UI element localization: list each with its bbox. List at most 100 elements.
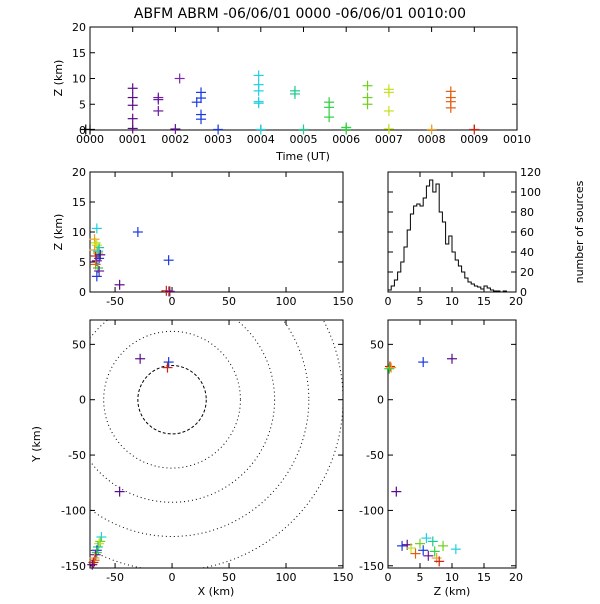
source-marker: [383, 105, 394, 116]
source-marker: [421, 533, 432, 544]
x-height-ylabel: Z (km): [52, 214, 65, 251]
source-marker: [427, 536, 438, 547]
x-tick-label: 50: [222, 571, 236, 584]
y-tick-label: -50: [68, 449, 86, 462]
y-tick-label: 0: [79, 286, 86, 299]
source-marker: [362, 80, 373, 91]
y-tick-label: 50: [72, 338, 86, 351]
source-marker: [406, 543, 417, 554]
x-tick-label: 15: [477, 571, 491, 584]
source-marker: [94, 266, 105, 276]
source-marker: [127, 123, 138, 134]
x-tick-label: 0001: [119, 133, 147, 146]
source-marker: [253, 98, 264, 109]
source-marker: [386, 362, 397, 373]
y-tick-label: 20: [72, 21, 86, 34]
source-marker: [114, 279, 125, 290]
source-marker: [91, 240, 102, 251]
source-marker: [91, 223, 102, 234]
plan-view-xlabel: X (km): [198, 585, 235, 598]
source-marker: [469, 124, 480, 135]
source-marker: [253, 70, 264, 81]
z-y-panel: Z (km) 0 5 10 15 20 -150 -100 -50 0 50: [359, 319, 523, 598]
source-marker: [341, 124, 352, 135]
x-tick-label: 150: [333, 295, 354, 308]
x-tick-label: 0003: [204, 133, 232, 146]
source-marker: [164, 286, 175, 297]
source-marker: [89, 555, 100, 566]
x-tick-label: 0002: [161, 133, 189, 146]
y-tick-label: 50: [370, 338, 384, 351]
y-tick-label: 0: [520, 286, 527, 299]
y-tick-label: -150: [359, 560, 384, 573]
source-marker: [450, 544, 461, 555]
chart-title: ABFM ABRM -06/06/01 0000 -06/06/01 0010:…: [134, 6, 466, 22]
x-tick-label: 0008: [418, 133, 446, 146]
source-marker: [127, 100, 138, 111]
y-tick-label: -100: [61, 504, 86, 517]
source-marker: [324, 102, 335, 113]
source-marker: [429, 546, 440, 557]
source-marker: [384, 361, 395, 372]
source-marker: [391, 486, 402, 497]
source-marker: [362, 99, 373, 110]
source-marker: [384, 363, 395, 374]
source-marker: [434, 556, 445, 567]
y-tick-label: 20: [72, 166, 86, 179]
x-tick-label: 10: [445, 571, 459, 584]
source-marker: [87, 559, 98, 570]
range-rings: [90, 320, 343, 568]
source-marker: [163, 357, 174, 368]
source-marker: [127, 113, 138, 124]
x-tick-label: 20: [509, 571, 523, 584]
source-marker: [153, 94, 164, 105]
source-marker: [298, 124, 309, 135]
y-tick-label: 10: [72, 73, 86, 86]
y-tick-label: 20: [520, 266, 534, 279]
x-tick-label: 100: [276, 295, 297, 308]
x-tick-label: 5: [417, 295, 424, 308]
y-tick-label: 10: [72, 226, 86, 239]
time-height-ylabel: Z (km): [52, 60, 65, 97]
z-y-xlabel: Z (km): [434, 585, 471, 598]
x-tick-label: 0006: [332, 133, 360, 146]
x-tick-label: 150: [333, 571, 354, 584]
x-tick-label: 0: [385, 295, 392, 308]
x-tick-label: 0009: [460, 133, 488, 146]
x-tick-label: 0000: [76, 133, 104, 146]
source-marker: [191, 97, 202, 108]
x-tick-label: 0010: [503, 133, 531, 146]
source-marker: [397, 540, 408, 551]
y-tick-label: 0: [79, 124, 86, 137]
y-tick-label: 5: [79, 256, 86, 269]
y-tick-label: 15: [72, 196, 86, 209]
histogram-bars: [387, 179, 516, 293]
x-tick-label: 100: [276, 571, 297, 584]
source-marker: [383, 87, 394, 98]
source-marker: [90, 237, 101, 248]
source-marker: [447, 353, 457, 364]
source-marker: [162, 362, 173, 373]
source-marker: [170, 123, 181, 134]
x-height-panel: Z (km) -50 0 50 100 150 0 5 10 15 20: [52, 166, 354, 308]
source-marker: [153, 105, 164, 116]
source-marker: [418, 545, 429, 556]
y-tick-label: 0: [79, 394, 86, 407]
source-marker: [114, 486, 125, 497]
source-marker: [163, 255, 174, 266]
x-tick-label: 5: [417, 571, 424, 584]
time-axis-label: Time (UT): [275, 150, 330, 163]
range-ring: [103, 330, 241, 469]
source-marker: [438, 540, 449, 551]
y-tick-label: -150: [61, 560, 86, 573]
source-marker: [255, 124, 266, 135]
x-tick-label: 0004: [247, 133, 275, 146]
y-tick-label: 60: [520, 226, 534, 239]
histogram-ylabel: number of sources: [573, 180, 586, 283]
source-marker: [410, 548, 421, 559]
range-ring: [137, 365, 207, 435]
x-tick-label: -50: [106, 571, 124, 584]
y-tick-label: 100: [520, 186, 541, 199]
source-marker: [96, 532, 107, 542]
x-tick-label: 15: [477, 295, 491, 308]
